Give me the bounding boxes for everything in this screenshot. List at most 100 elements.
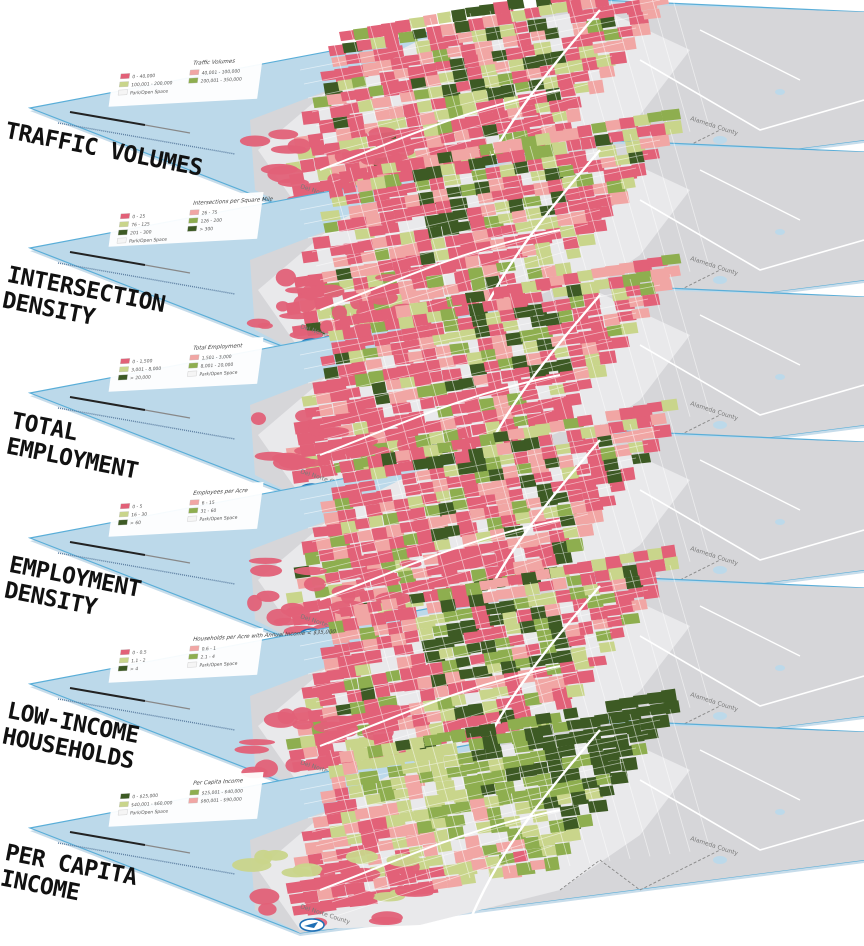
choropleth-patch bbox=[351, 444, 370, 457]
choropleth-cell bbox=[570, 210, 590, 225]
choropleth-cell bbox=[451, 728, 467, 743]
choropleth-cell bbox=[537, 833, 556, 847]
legend-item-label: 1,501 - 3,000 bbox=[201, 354, 232, 362]
choropleth-cell bbox=[423, 734, 442, 747]
choropleth-cell bbox=[619, 552, 636, 564]
choropleth-cell bbox=[537, 689, 555, 704]
choropleth-cell bbox=[356, 38, 376, 52]
choropleth-cell bbox=[319, 899, 337, 913]
choropleth-cell bbox=[452, 69, 471, 83]
street-line bbox=[327, 97, 577, 169]
choropleth-cell bbox=[497, 357, 516, 370]
choropleth-cell bbox=[398, 170, 415, 183]
choropleth-patch bbox=[295, 409, 313, 423]
street-line bbox=[327, 527, 577, 599]
choropleth-patch bbox=[250, 564, 283, 577]
choropleth-cell bbox=[456, 280, 472, 292]
scale-bar bbox=[69, 396, 191, 419]
lake bbox=[713, 276, 727, 284]
street-line bbox=[629, 423, 671, 565]
legend-item-label: Park/Open Space bbox=[199, 370, 238, 378]
choropleth-cell bbox=[511, 354, 530, 370]
legend-panel: Traffic Volumes 0 - 40,000 40,001 - 100,00… bbox=[108, 52, 264, 107]
choropleth-cell bbox=[480, 203, 497, 217]
choropleth-cell bbox=[291, 184, 310, 198]
choropleth-cell bbox=[566, 138, 582, 152]
choropleth-cell bbox=[544, 167, 564, 182]
choropleth-cell bbox=[402, 532, 422, 546]
choropleth-cell bbox=[558, 164, 576, 178]
choropleth-cell bbox=[587, 655, 608, 667]
choropleth-cell bbox=[567, 199, 586, 212]
choropleth-cell bbox=[491, 769, 507, 783]
choropleth-cell bbox=[603, 458, 619, 472]
legend-swatch bbox=[120, 73, 131, 80]
street-line bbox=[649, 131, 691, 272]
choropleth-cell bbox=[451, 584, 471, 600]
choropleth-cell bbox=[586, 159, 605, 173]
choropleth-cell bbox=[353, 457, 370, 469]
choropleth-cell bbox=[541, 445, 558, 461]
street-line bbox=[331, 396, 565, 468]
choropleth-cell bbox=[318, 838, 335, 851]
choropleth-cell bbox=[312, 380, 331, 395]
choropleth-patch bbox=[342, 862, 361, 877]
choropleth-cell bbox=[362, 781, 378, 796]
choropleth-cell bbox=[534, 677, 552, 692]
choropleth-cell bbox=[399, 231, 416, 246]
choropleth-cell bbox=[611, 578, 628, 591]
legend-swatch bbox=[188, 507, 199, 514]
choropleth-cell bbox=[439, 132, 456, 144]
legend-swatch bbox=[118, 801, 129, 808]
choropleth-cell bbox=[619, 696, 639, 710]
choropleth-cell bbox=[622, 708, 642, 722]
choropleth-cell bbox=[597, 5, 615, 20]
choropleth-cell bbox=[563, 563, 583, 575]
choropleth-cell bbox=[452, 789, 468, 803]
choropleth-patch bbox=[303, 576, 326, 592]
legend-swatch bbox=[118, 657, 129, 664]
street-line bbox=[331, 831, 565, 903]
legend-swatch bbox=[188, 797, 199, 804]
street-line bbox=[303, 153, 649, 225]
choropleth-cell bbox=[516, 462, 536, 475]
choropleth-cell bbox=[418, 51, 434, 65]
choropleth-patch bbox=[317, 284, 345, 298]
choropleth-cell bbox=[597, 145, 618, 158]
choropleth-patch bbox=[285, 757, 305, 773]
choropleth-cell bbox=[572, 597, 589, 612]
choropleth-cell bbox=[592, 42, 609, 54]
street-line bbox=[315, 340, 613, 412]
choropleth-cell bbox=[357, 239, 375, 252]
street-line bbox=[311, 181, 625, 253]
choropleth-cell bbox=[525, 207, 543, 220]
choropleth-cell bbox=[453, 129, 471, 142]
legend-swatch bbox=[187, 661, 198, 668]
highways bbox=[319, 729, 864, 921]
street-grid bbox=[299, 274, 711, 482]
street-line bbox=[469, 13, 511, 154]
choropleth-cell bbox=[440, 742, 459, 756]
choropleth-cell bbox=[377, 839, 395, 852]
choropleth-cell bbox=[544, 457, 561, 469]
choropleth-cell bbox=[371, 672, 389, 686]
choropleth-cell bbox=[332, 401, 350, 416]
choropleth-cell bbox=[478, 397, 497, 413]
choropleth-cell bbox=[527, 158, 546, 172]
county-boundary bbox=[559, 849, 721, 891]
legend-item-label: 0 - $25,000 bbox=[132, 793, 159, 800]
choropleth-cell bbox=[661, 108, 682, 122]
choropleth-cell bbox=[469, 653, 486, 666]
choropleth-cell bbox=[367, 600, 383, 613]
choropleth-cell bbox=[592, 472, 609, 485]
choropleth-cell bbox=[326, 813, 346, 825]
choropleth-cell bbox=[479, 723, 497, 737]
choropleth-cell bbox=[639, 282, 656, 296]
choropleth-cell bbox=[413, 88, 433, 100]
street-line bbox=[303, 589, 649, 661]
choropleth-cell bbox=[567, 59, 585, 73]
choropleth-cell bbox=[510, 585, 529, 599]
choropleth-cell bbox=[302, 746, 319, 759]
choropleth-patch bbox=[294, 446, 320, 456]
choropleth-cell bbox=[299, 158, 316, 173]
